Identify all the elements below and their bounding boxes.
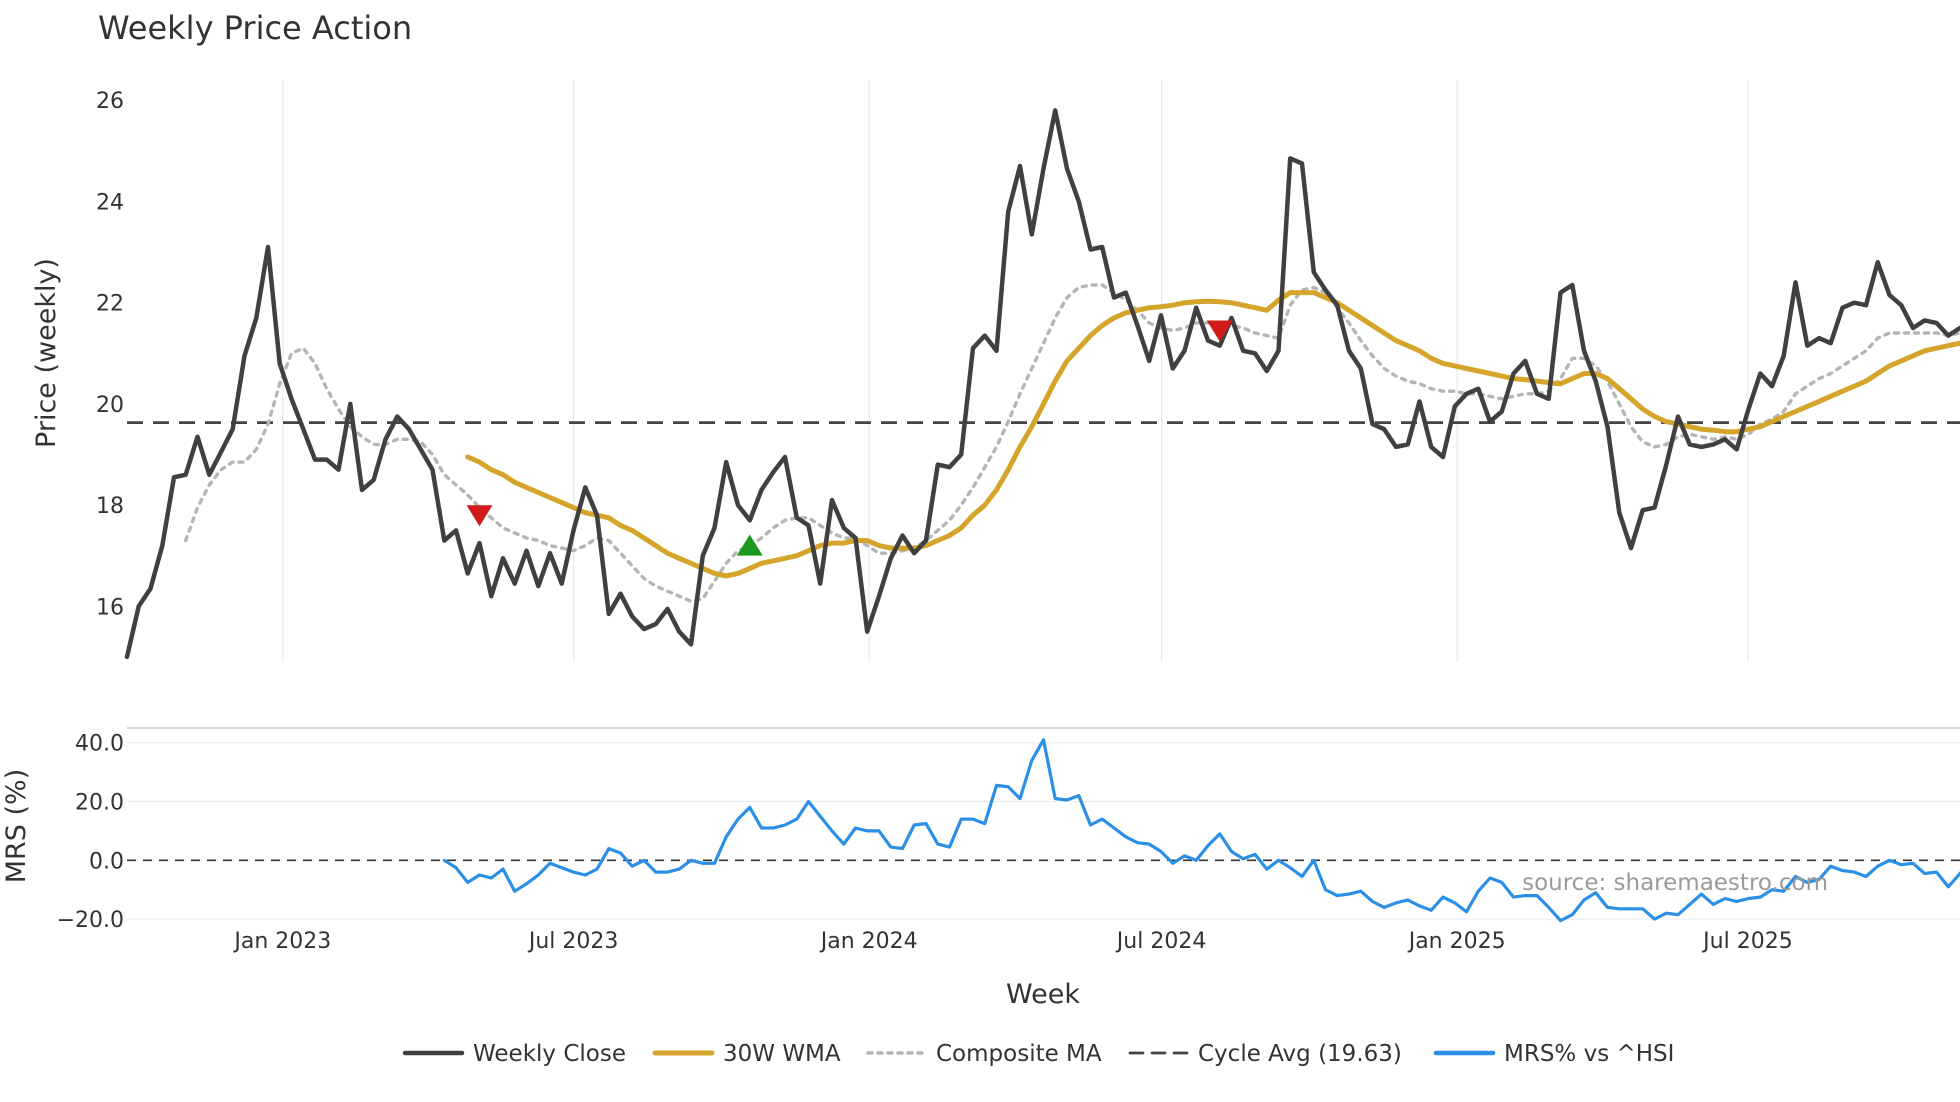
price-y-tick-label: 20 xyxy=(96,393,124,418)
sell-signal-marker xyxy=(466,505,493,527)
buy-signal-marker xyxy=(736,534,763,556)
x-tick-label: Jan 2025 xyxy=(1407,929,1506,954)
price-axis-title: Price (weekly) xyxy=(31,258,62,448)
series-layer xyxy=(124,108,1960,923)
mrs-line xyxy=(442,738,1960,923)
x-axis-title: Week xyxy=(1006,979,1080,1010)
legend-label: Cycle Avg (19.63) xyxy=(1198,1041,1402,1067)
price-y-tick-label: 24 xyxy=(96,190,124,215)
wma-30w-line xyxy=(465,290,1960,579)
legend-label: Composite MA xyxy=(936,1041,1102,1067)
source-watermark: source: sharemaestro.com xyxy=(1522,870,1828,896)
mrs-y-tick-label: −20.0 xyxy=(57,908,124,933)
price-y-tick-label: 18 xyxy=(96,494,124,519)
legend-label: MRS% vs ^HSI xyxy=(1504,1041,1674,1067)
mrs-y-tick-label: 20.0 xyxy=(75,791,124,816)
x-tick-label: Jan 2024 xyxy=(819,929,918,954)
weekly-close-line xyxy=(124,108,1960,660)
mrs-y-tick-label: 40.0 xyxy=(75,732,124,757)
mrs-y-tick-label: 0.0 xyxy=(89,849,124,874)
price-y-tick-label: 26 xyxy=(96,89,124,114)
signal-layer xyxy=(466,320,1233,556)
x-tick-label: Jan 2023 xyxy=(232,929,331,954)
x-tick-label: Jul 2025 xyxy=(1701,929,1793,954)
sell-signal-marker xyxy=(1206,320,1233,342)
tick-layer: Jan 2023 Jul 2023 Jan 2024 Jul 2024 Jan 2025… xyxy=(57,89,1793,954)
x-tick-label: Jul 2023 xyxy=(527,929,619,954)
price-y-tick-label: 22 xyxy=(96,292,124,317)
mrs-axis-title: MRS (%) xyxy=(1,769,32,884)
x-tick-label: Jul 2024 xyxy=(1115,929,1207,954)
legend-label: Weekly Close xyxy=(473,1041,626,1067)
chart-title: Weekly Price Action xyxy=(98,9,412,47)
legend-label: 30W WMA xyxy=(723,1041,841,1067)
grid-layer xyxy=(127,80,1960,920)
reference-layer xyxy=(127,421,1960,862)
price-y-tick-label: 16 xyxy=(96,595,124,620)
legend: Weekly Close 30W WMA Composite MA Cycle Avg… xyxy=(402,1041,1674,1067)
